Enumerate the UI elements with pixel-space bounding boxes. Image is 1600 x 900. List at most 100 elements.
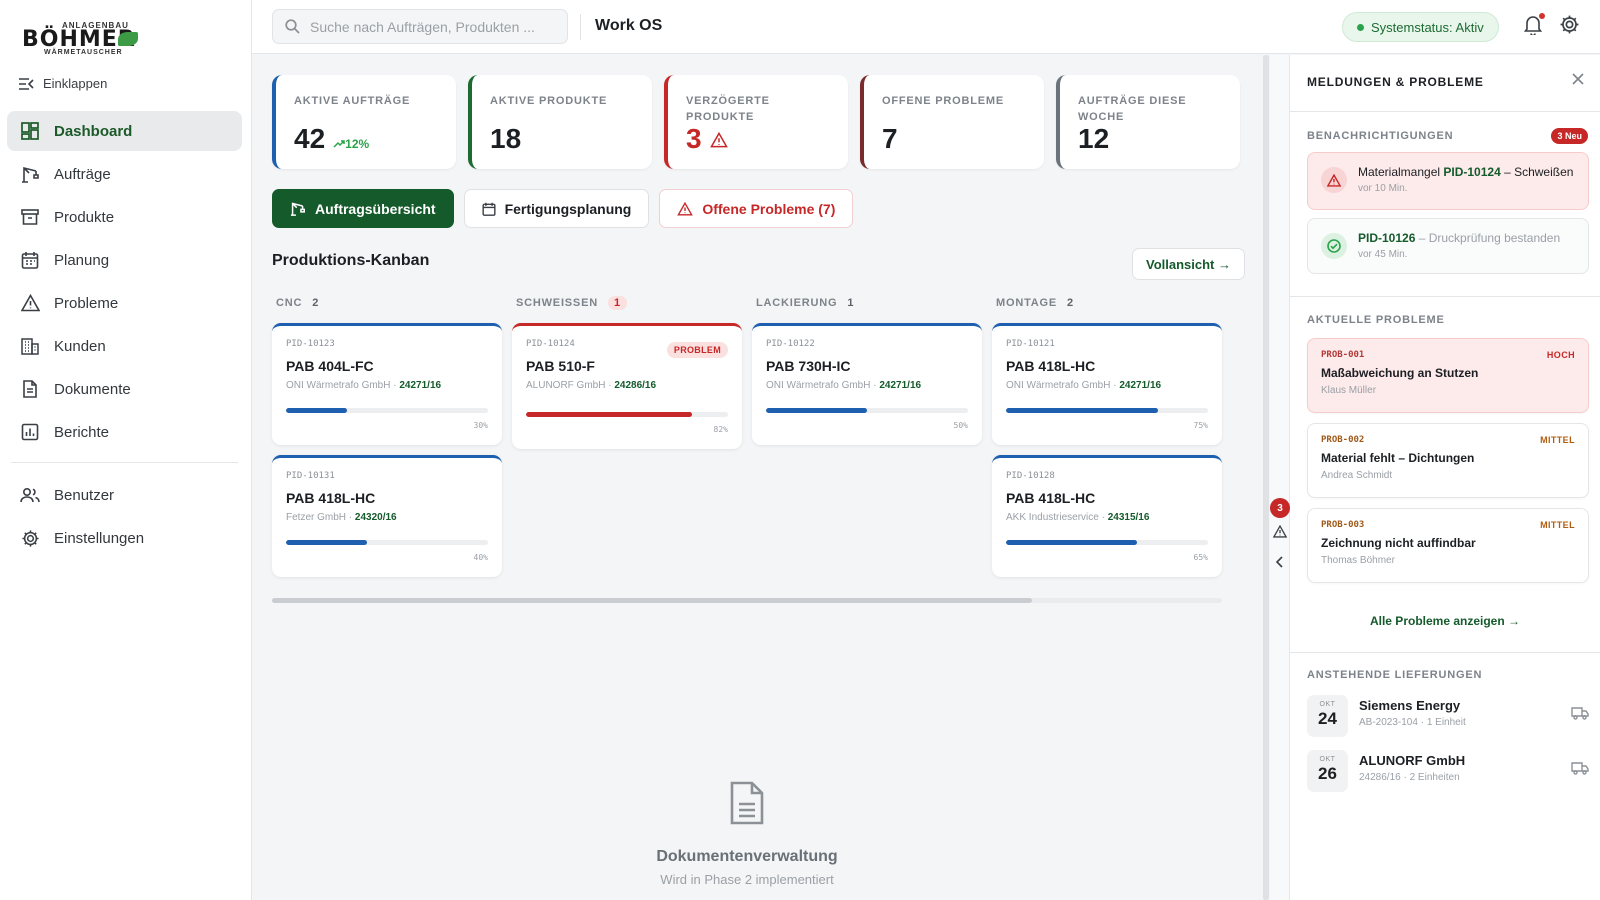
card-progress-percent: 75% [1193,421,1208,430]
sidebar-item-label: Probleme [54,294,119,312]
deliveries-section-title: ANSTEHENDE LIEFERUNGEN [1307,669,1483,681]
company-logo[interactable]: ANLAGENBAU BÖHMER WÄRMETAUSCHER [22,20,142,56]
sidebar-item-auftraege[interactable]: Aufträge [7,154,242,194]
kanban-card[interactable]: PID-10131 PAB 418L-HC Fetzer GmbH · 2432… [272,455,502,577]
panel-divider [1290,111,1600,112]
sidebar-item-kunden[interactable]: Kunden [7,326,242,366]
kpi-active-orders[interactable]: AKTIVE AUFTRÄGE 42 12% [272,75,456,169]
collapse-sidebar-button[interactable]: Einklappen [18,76,107,91]
tab-production-planning[interactable]: Fertigungsplanung [463,189,650,228]
column-count: 2 [1067,297,1074,309]
card-product-name: PAB 418L-HC [1006,358,1096,374]
all-problems-link[interactable]: Alle Probleme anzeigen → [1369,614,1521,628]
kpi-value: 12 [1078,123,1110,154]
document-icon [730,781,764,825]
delivery-item[interactable]: OKT 24 Siemens Energy AB-2023-104 · 1 Ei… [1307,695,1589,739]
kanban-card[interactable]: PID-10123 PAB 404L-FC ONI Wärmetrafo Gmb… [272,323,502,445]
problem-id: PROB-001 [1321,350,1365,360]
scrollbar-thumb[interactable] [1263,55,1269,900]
kpi-trend-value: 12% [345,137,370,151]
sidebar-item-label: Produkte [54,208,115,226]
kpi-label: AUFTRÄGE DIESE WOCHE [1078,95,1187,123]
sidebar-item-label: Aufträge [54,165,111,183]
kanban-horizontal-scrollbar[interactable] [272,598,1222,603]
card-progress-fill [1006,540,1138,545]
problem-assignee: Klaus Müller [1321,385,1377,396]
sidebar-item-label: Planung [54,251,110,269]
search-input[interactable] [310,18,550,35]
card-meta: AKK Industrieservice · 24315/16 [1006,512,1150,523]
card-order-number: 24286/16 [614,380,657,391]
sidebar-item-dokumente[interactable]: Dokumente [7,369,242,409]
delivery-day: 26 [1318,764,1337,783]
sidebar-item-label: Berichte [54,423,110,441]
panel-title: MELDUNGEN & PROBLEME [1307,75,1484,89]
delivery-item[interactable]: OKT 26 ALUNORF GmbH 24286/16 · 2 Einheit… [1307,750,1589,794]
problems-section-title: AKTUELLE PROBLEME [1307,314,1445,326]
tab-order-overview[interactable]: Auftragsübersicht [272,189,454,228]
sidebar-item-produkte[interactable]: Produkte [7,197,242,237]
delivery-month: OKT [1319,756,1336,763]
tab-open-problems[interactable]: Offene Probleme (7) [659,189,854,228]
nav-divider [11,462,238,463]
kpi-value: 42 [294,123,326,154]
panel-divider [1290,652,1600,653]
sidebar-item-dashboard[interactable]: Dashboard [7,111,242,151]
kanban-card[interactable]: PID-10122 PAB 730H-IC ONI Wärmetrafo Gmb… [752,323,982,445]
card-meta: ONI Wärmetrafo GmbH · 24271/16 [766,380,922,391]
sidebar-item-berichte[interactable]: Berichte [7,412,242,452]
users-icon [20,485,40,505]
fullview-button[interactable]: Vollansicht → [1132,248,1245,280]
warning-icon [709,132,728,148]
sidebar-item-planung[interactable]: Planung [7,240,242,280]
delivery-customer: Siemens Energy [1359,698,1461,713]
sidebar: ANLAGENBAU BÖHMER WÄRMETAUSCHER Einklapp… [0,0,252,900]
card-order-number: 24320/16 [354,512,397,523]
notification-item[interactable]: Materialmangel PID-10124 – Schweißen vor… [1307,152,1589,210]
system-status-text: Systemstatus: Aktiv [1371,19,1484,35]
main-vertical-scrollbar[interactable] [1263,55,1269,900]
kpi-orders-this-week[interactable]: AUFTRÄGE DIESE WOCHE 12 [1056,75,1240,169]
delivery-meta: AB-2023-104 · 1 Einheit [1359,717,1466,728]
notification-rest: – Schweißen [1500,165,1574,179]
collapse-icon [19,77,34,90]
kpi-open-problems[interactable]: OFFENE PROBLEME 7 [860,75,1044,169]
kpi-delayed-products[interactable]: VERZÖGERTE PRODUKTE 3 [664,75,848,169]
placeholder-subtitle: Wird in Phase 2 implementiert [660,872,834,887]
problem-item[interactable]: PROB-003 MITTEL Zeichnung nicht auffindb… [1307,508,1589,583]
kanban-card[interactable]: PID-10128 PAB 418L-HC AKK Industrieservi… [992,455,1222,577]
kpi-label: VERZÖGERTE PRODUKTE [686,95,770,123]
settings-button[interactable] [1559,14,1581,36]
rail-problem-count[interactable]: 3 [1270,498,1290,518]
kanban-card[interactable]: PID-10121 PAB 418L-HC ONI Wärmetrafo Gmb… [992,323,1222,445]
sidebar-item-label: Dashboard [54,122,133,140]
card-customer: Fetzer GmbH [286,512,347,523]
card-pid: PID-10128 [1006,471,1055,481]
sidebar-item-benutzer[interactable]: Benutzer [7,475,242,515]
sidebar-item-label: Dokumente [54,380,131,398]
scrollbar-thumb[interactable] [272,598,1032,603]
notifications-button[interactable] [1523,13,1545,37]
sidebar-item-einstellungen[interactable]: Einstellungen [7,518,242,558]
search-box[interactable] [272,9,568,44]
notification-text: PID-10126 – Druckprüfung bestanden [1358,230,1578,246]
close-icon [1572,73,1584,85]
card-pid: PID-10131 [286,471,335,481]
problem-item[interactable]: PROB-001 HOCH Maßabweichung an Stutzen K… [1307,338,1589,413]
notification-prefix: Materialmangel [1358,165,1444,179]
delivery-day: 24 [1318,709,1337,728]
calendar-icon [20,250,40,270]
kanban-card[interactable]: PID-10124 PROBLEM PAB 510-F ALUNORF GmbH… [512,323,742,449]
card-pid: PID-10122 [766,339,815,349]
chevron-left-icon[interactable] [1275,555,1284,571]
notification-time: vor 45 Min. [1358,249,1408,260]
card-progress-fill [1006,408,1158,413]
column-count: 2 [312,297,320,309]
sidebar-item-probleme[interactable]: Probleme [7,283,242,323]
problem-item[interactable]: PROB-002 MITTEL Material fehlt – Dichtun… [1307,423,1589,498]
logo-main-text: BÖHMER [22,27,136,52]
close-panel-button[interactable] [1572,72,1584,88]
kpi-active-products[interactable]: AKTIVE PRODUKTE 18 [468,75,652,169]
notification-item[interactable]: PID-10126 – Druckprüfung bestanden vor 4… [1307,218,1589,274]
warning-icon[interactable] [1272,524,1288,541]
